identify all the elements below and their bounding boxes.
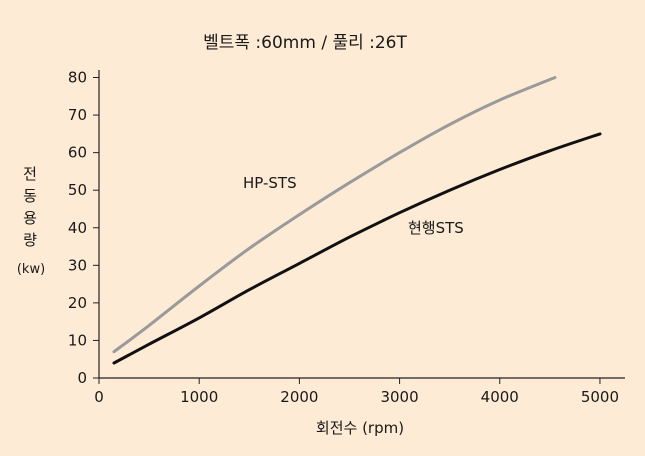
y-tick-label: 60 xyxy=(68,144,87,162)
series-line-hp-sts xyxy=(112,76,557,354)
y-tick-label: 10 xyxy=(68,331,87,349)
y-axis-label-char-1: 전 xyxy=(23,165,37,183)
y-ticks: 0 10 20 30 40 50 60 70 80 xyxy=(68,69,99,387)
y-tick-label: 30 xyxy=(68,256,87,274)
chart-title: 벨트폭 :60mm / 풀리 :26T xyxy=(203,33,407,53)
y-tick-label: 40 xyxy=(68,219,87,237)
x-ticks: 0 1000 2000 3000 4000 5000 xyxy=(94,378,619,406)
series-group xyxy=(112,76,602,365)
y-axis-label-char-3: 용 xyxy=(23,209,37,227)
y-axis-label: 전 동 용 량 (kw) xyxy=(17,165,45,277)
x-tick-label: 1000 xyxy=(180,388,218,406)
y-tick-label: 0 xyxy=(77,369,87,387)
x-tick-label: 4000 xyxy=(481,388,519,406)
series-label-hp-sts: HP-STS xyxy=(243,174,297,192)
x-tick-label: 2000 xyxy=(280,388,318,406)
y-tick-label: 70 xyxy=(68,106,87,124)
x-tick-label: 5000 xyxy=(581,388,619,406)
x-axis-label: 회전수 (rpm) xyxy=(316,419,404,437)
y-axis-unit: (kw) xyxy=(17,262,45,277)
axes xyxy=(98,70,625,379)
y-tick-label: 20 xyxy=(68,294,87,312)
y-axis-label-char-2: 동 xyxy=(23,187,37,205)
series-line-current-sts xyxy=(112,132,602,365)
y-axis-label-char-4: 량 xyxy=(23,231,37,249)
x-tick-label: 0 xyxy=(94,388,104,406)
y-tick-label: 80 xyxy=(68,69,87,87)
x-tick-label: 3000 xyxy=(380,388,418,406)
series-label-current-sts: 현행STS xyxy=(408,219,464,237)
y-tick-label: 50 xyxy=(68,181,87,199)
